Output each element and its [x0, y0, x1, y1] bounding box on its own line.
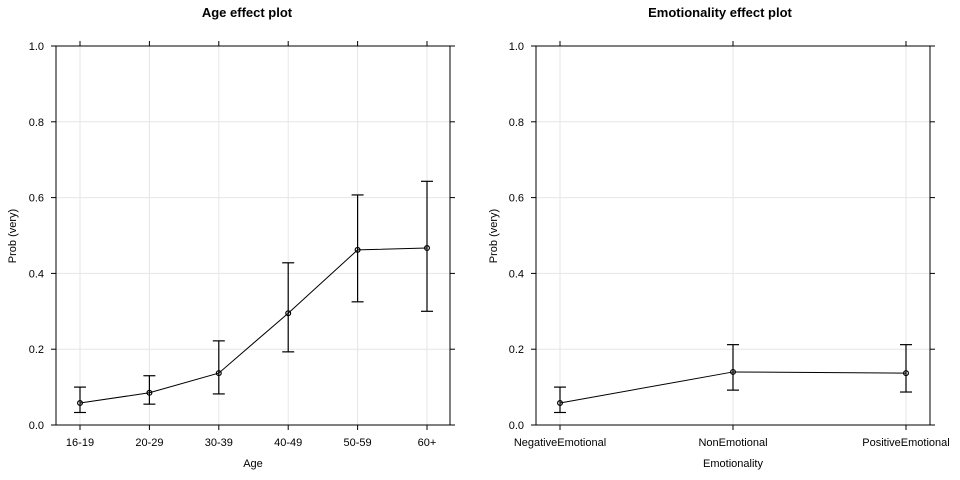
- emotionality-ticks: 0.0 0.2 0.4 0.6 0.8 1.0 NegativeEmotional NonEm…: [509, 41, 950, 449]
- age-y-tick-label: 0.6: [29, 193, 44, 205]
- emotionality-y-tick-label: 1.0: [509, 41, 524, 53]
- emotionality-data-point: [902, 370, 909, 377]
- age-y-tick-label: 1.0: [29, 41, 44, 53]
- age-y-tick-label: 0.8: [29, 117, 44, 129]
- age-data-point: [76, 400, 83, 407]
- age-chart-title: Age effect plot: [202, 5, 293, 20]
- age-x-tick-label: 30-39: [205, 437, 233, 449]
- age-data-point: [285, 310, 292, 317]
- emotionality-plot-frame: [535, 45, 931, 426]
- emotionality-x-tick-label: NegativeEmotional: [514, 437, 606, 449]
- age-effect-panel: Age effect plot Age Prob (very) 0.00.20.…: [7, 5, 455, 470]
- age-x-tick-label: 60+: [418, 437, 437, 449]
- emotionality-y-axis-label: Prob (very): [488, 209, 500, 263]
- age-x-tick-label: 40-49: [274, 437, 302, 449]
- age-x-tick-label: 20-29: [135, 437, 163, 449]
- age-y-tick-label: 0.4: [29, 268, 44, 280]
- emotionality-chart-title: Emotionality effect plot: [648, 5, 792, 20]
- emotionality-x-tick-label: NonEmotional: [698, 437, 767, 449]
- emotionality-y-tick-label: 0.8: [509, 117, 524, 129]
- emotionality-effect-panel: Emotionality effect plot Emotionality Pr…: [488, 5, 950, 470]
- emotionality-data-point: [729, 368, 736, 375]
- emotionality-y-tick-label: 0.0: [509, 420, 524, 432]
- age-data-point: [146, 389, 153, 396]
- age-y-tick-label: 0.2: [29, 344, 44, 356]
- emotionality-y-tick-label: 0.6: [509, 193, 524, 205]
- age-x-tick-label: 16-19: [66, 437, 94, 449]
- emotionality-x-tick-label: PositiveEmotional: [862, 437, 949, 449]
- age-x-tick-label: 50-59: [344, 437, 372, 449]
- age-data-point: [424, 245, 431, 252]
- emotionality-y-tick-label: 0.2: [509, 344, 524, 356]
- emotionality-y-tick-label: 0.4: [509, 268, 524, 280]
- age-marks: [74, 180, 433, 414]
- age-ticks: 0.0 0.2 0.4 0.6 0.8 1.0 16-19 20-29 30-39 40-49 50…: [29, 41, 455, 449]
- emotionality-grid: [536, 45, 930, 426]
- emotionality-data-point: [556, 400, 563, 407]
- age-x-axis-label: Age: [243, 458, 263, 470]
- age-grid: [56, 45, 450, 426]
- emotionality-x-axis-label: Emotionality: [703, 458, 763, 470]
- age-series-line: [79, 247, 428, 404]
- age-data-point: [215, 370, 222, 377]
- age-plot-frame: [55, 45, 451, 426]
- age-y-tick-label: 0.0: [29, 420, 44, 432]
- emotionality-marks: [554, 344, 912, 414]
- age-y-axis-label: Prob (very): [7, 209, 19, 263]
- age-data-point: [354, 246, 361, 253]
